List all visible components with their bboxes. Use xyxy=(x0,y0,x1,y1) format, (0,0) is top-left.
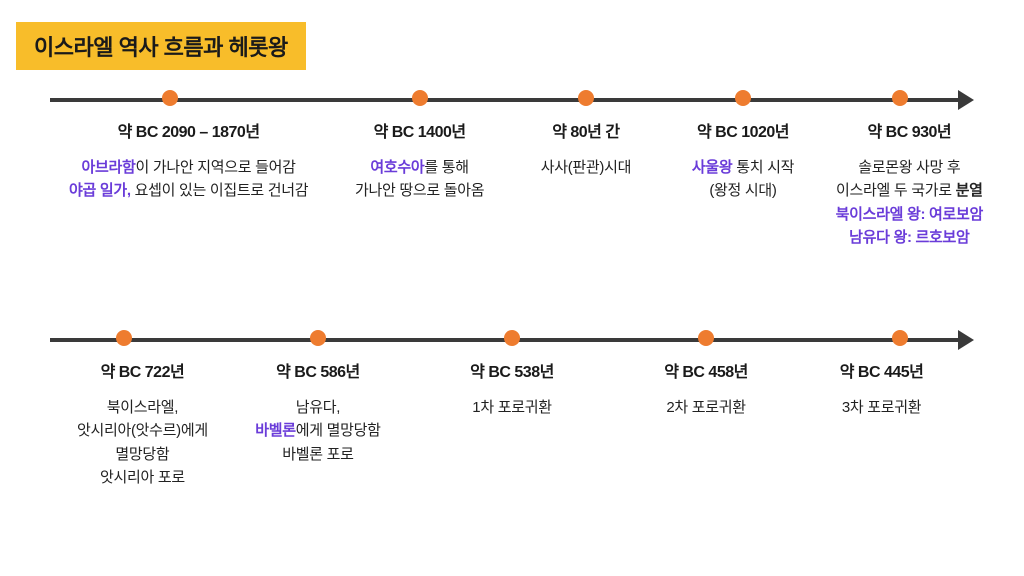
title-box: 이스라엘 역사 흐름과 헤롯왕 xyxy=(16,22,306,70)
event-date: 약 BC 1020년 xyxy=(658,118,828,142)
timeline-event: 약 BC 458년 2차 포로귀환 xyxy=(631,358,781,419)
page-title: 이스라엘 역사 흐름과 헤롯왕 xyxy=(34,35,288,60)
timeline-event: 약 80년 간사사(판관)시대 xyxy=(516,118,656,179)
timeline-event: 약 BC 2090 – 1870년아브라함이 가나안 지역으로 들어감야곱 일가… xyxy=(54,118,324,203)
timeline-event: 약 BC 586년남유다,바벨론에게 멸망당함바벨론 포로 xyxy=(228,358,408,466)
timeline-dot xyxy=(698,330,714,346)
event-date: 약 BC 930년 xyxy=(809,118,1009,142)
event-date: 약 BC 722년 xyxy=(52,358,232,382)
axis-arrow-icon xyxy=(958,330,974,350)
axis-line xyxy=(50,98,960,102)
timeline-bottom-axis xyxy=(50,336,974,342)
timeline-dot xyxy=(116,330,132,346)
event-date: 약 80년 간 xyxy=(516,118,656,142)
event-description: 솔로몬왕 사망 후이스라엘 두 국가로 분열북이스라엘 왕: 여로보암남유다 왕… xyxy=(809,156,1009,249)
timeline-dot xyxy=(162,90,178,106)
event-description: 사사(판관)시대 xyxy=(516,156,656,179)
event-description: 여호수아를 통해가나안 땅으로 돌아옴 xyxy=(330,156,510,203)
event-date: 약 BC 445년 xyxy=(807,358,957,382)
timeline-event: 약 BC 1020년사울왕 통치 시작(왕정 시대) xyxy=(658,118,828,203)
event-date: 약 BC 2090 – 1870년 xyxy=(54,118,324,142)
axis-arrow-icon xyxy=(958,90,974,110)
timeline-dot xyxy=(735,90,751,106)
timeline-dot xyxy=(892,330,908,346)
event-description: 2차 포로귀환 xyxy=(631,396,781,419)
timeline-top-axis xyxy=(50,96,974,102)
timeline-dot xyxy=(892,90,908,106)
event-date: 약 BC 586년 xyxy=(228,358,408,382)
timeline-event: 약 BC 445년 3차 포로귀환 xyxy=(807,358,957,419)
timeline-event: 약 BC 722년북이스라엘,앗시리아(앗수르)에게멸망당함앗시리아 포로 xyxy=(52,358,232,489)
timeline-event: 약 BC 1400년여호수아를 통해가나안 땅으로 돌아옴 xyxy=(330,118,510,203)
timeline-dot xyxy=(310,330,326,346)
event-date: 약 BC 538년 xyxy=(437,358,587,382)
timeline-bottom: 약 BC 722년북이스라엘,앗시리아(앗수르)에게멸망당함앗시리아 포로약 B… xyxy=(50,336,974,342)
event-date: 약 BC 1400년 xyxy=(330,118,510,142)
timeline-event: 약 BC 538년 1차 포로귀환 xyxy=(437,358,587,419)
event-description: 사울왕 통치 시작(왕정 시대) xyxy=(658,156,828,203)
timeline-dot xyxy=(504,330,520,346)
timeline-top: 약 BC 2090 – 1870년아브라함이 가나안 지역으로 들어감야곱 일가… xyxy=(50,96,974,102)
timeline-dot xyxy=(578,90,594,106)
timeline-event: 약 BC 930년솔로몬왕 사망 후이스라엘 두 국가로 분열북이스라엘 왕: … xyxy=(809,118,1009,249)
event-description: 1차 포로귀환 xyxy=(437,396,587,419)
event-description: 아브라함이 가나안 지역으로 들어감야곱 일가, 요셉이 있는 이집트로 건너감 xyxy=(54,156,324,203)
event-date: 약 BC 458년 xyxy=(631,358,781,382)
event-description: 북이스라엘,앗시리아(앗수르)에게멸망당함앗시리아 포로 xyxy=(52,396,232,489)
event-description: 남유다,바벨론에게 멸망당함바벨론 포로 xyxy=(228,396,408,466)
timeline-dot xyxy=(412,90,428,106)
event-description: 3차 포로귀환 xyxy=(807,396,957,419)
